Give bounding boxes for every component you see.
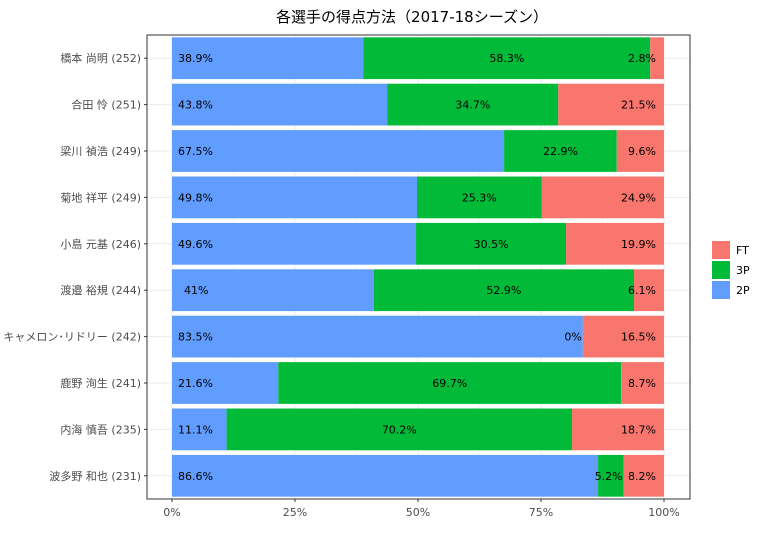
y-tick-label: 橋本 尚明 (252) [60, 51, 141, 65]
bar-segment-3p [504, 130, 617, 172]
legend-key-3p [712, 261, 730, 279]
bar-segment-3p [373, 269, 634, 312]
data-label-3p: 70.2% [382, 423, 417, 436]
data-label-ft: 8.7% [628, 377, 656, 390]
bar-segment-ft [650, 37, 664, 80]
bar-segment-ft [582, 315, 664, 358]
y-tick-label: 菊地 祥平 (249) [60, 190, 141, 204]
data-label-3p: 69.7% [432, 377, 467, 390]
bar-segment-ft [621, 362, 664, 404]
legend-key-2p [712, 281, 730, 299]
bar-segment-3p [226, 408, 572, 451]
data-label-3p: 25.3% [462, 191, 497, 204]
bar-segment-3p [387, 83, 559, 126]
y-tick-label: 鹿野 洵生 (241) [60, 376, 141, 390]
data-label-2p: 49.6% [178, 238, 213, 251]
bar-segment-3p [417, 176, 542, 219]
legend-label: FT [736, 244, 749, 257]
bar-segment-3p [363, 37, 651, 80]
legend: FT 3P 2P [712, 241, 750, 299]
data-label-2p: 83.5% [178, 331, 213, 344]
legend-label: 2P [736, 284, 750, 297]
bar-segment-2p [172, 408, 227, 451]
data-label-3p: 34.7% [455, 99, 490, 112]
data-label-2p: 86.6% [178, 470, 213, 483]
data-label-2p: 41% [184, 284, 208, 297]
data-label-2p: 11.1% [178, 423, 213, 436]
y-tick-label: 波多野 和也 (231) [49, 469, 141, 483]
y-tick-label: 小島 元基 (246) [60, 237, 141, 251]
data-label-ft: 19.9% [621, 238, 656, 251]
data-label-3p: 0% [564, 331, 581, 344]
bar-segment-ft [623, 454, 664, 497]
data-label-3p: 5.2% [595, 470, 623, 483]
bar-segment-ft [558, 83, 664, 126]
bar-segment-2p [172, 176, 418, 219]
bar-segment-2p [172, 37, 364, 80]
x-tick-label: 50% [406, 506, 430, 519]
legend-label: 3P [736, 264, 750, 277]
data-label-3p: 58.3% [489, 52, 524, 65]
data-label-2p: 38.9% [178, 52, 213, 65]
bar-segment-2p [172, 454, 599, 497]
data-label-ft: 21.5% [621, 99, 656, 112]
x-tick-label: 100% [648, 506, 679, 519]
data-label-2p: 21.6% [178, 377, 213, 390]
bar-segment-ft [633, 269, 664, 312]
bar-segment-2p [172, 130, 505, 172]
bar-segment-2p [172, 269, 374, 312]
data-label-2p: 43.8% [178, 99, 213, 112]
y-tick-label: 内海 慎吾 (235) [60, 422, 141, 436]
bar-segment-ft [566, 222, 664, 265]
bar-segment-2p [172, 83, 388, 126]
y-tick-label: 梁川 禎浩 (249) [60, 144, 141, 158]
chart-title: 各選手の得点方法（2017-18シーズン） [276, 8, 548, 26]
x-tick-label: 25% [283, 506, 307, 519]
bar-segment-3p [598, 454, 624, 497]
legend-key-ft [712, 241, 730, 259]
data-label-ft: 6.1% [628, 284, 656, 297]
y-tick-label: キャメロン･リドリー (242) [3, 331, 141, 344]
data-label-3p: 52.9% [486, 284, 521, 297]
data-label-2p: 49.8% [178, 191, 213, 204]
bar-segment-3p [416, 222, 567, 265]
data-label-2p: 67.5% [178, 145, 213, 158]
plot-area: 38.9% 58.3% 2.8% 43.8% 34.7% 21.5% 67.5% 22.9% 9… [3, 34, 691, 519]
bar-segment-2p [172, 222, 417, 265]
bar-segment-2p [172, 315, 583, 358]
data-label-ft: 2.8% [628, 52, 656, 65]
data-label-3p: 22.9% [543, 145, 578, 158]
bar-segment-ft [571, 408, 664, 451]
data-label-3p: 30.5% [474, 238, 509, 251]
bar-segment-ft [541, 176, 664, 219]
data-label-ft: 16.5% [621, 331, 656, 344]
x-tick-label: 0% [163, 506, 180, 519]
data-label-ft: 8.2% [628, 470, 656, 483]
data-label-ft: 18.7% [621, 423, 656, 436]
bar-segment-2p [172, 362, 279, 404]
data-label-ft: 9.6% [628, 145, 656, 158]
data-label-ft: 24.9% [621, 191, 656, 204]
bar-segment-3p [278, 362, 622, 404]
y-tick-label: 合田 怜 (251) [71, 98, 141, 112]
x-tick-label: 75% [529, 506, 553, 519]
bar-segment-ft [616, 130, 664, 172]
y-tick-label: 渡邉 裕規 (244) [60, 283, 141, 297]
